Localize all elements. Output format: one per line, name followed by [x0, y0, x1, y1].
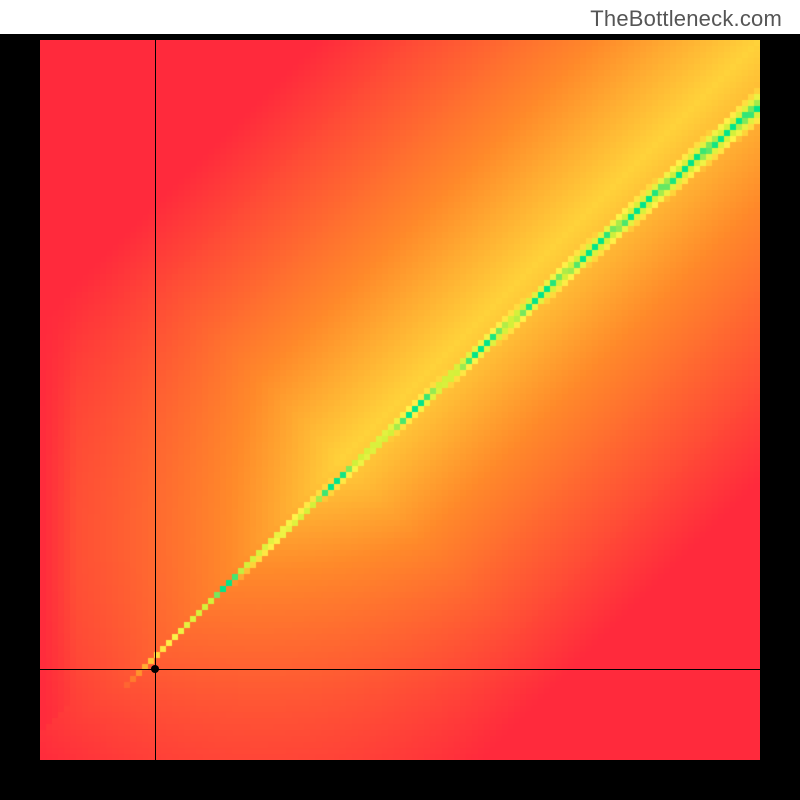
- current-point-marker: [151, 665, 159, 673]
- plot-area: [40, 40, 760, 760]
- bottleneck-heatmap-canvas: [40, 40, 760, 760]
- crosshair-vertical: [155, 40, 156, 760]
- crosshair-horizontal: [40, 669, 760, 670]
- watermark-text: TheBottleneck.com: [590, 6, 782, 32]
- plot-frame: [0, 34, 800, 800]
